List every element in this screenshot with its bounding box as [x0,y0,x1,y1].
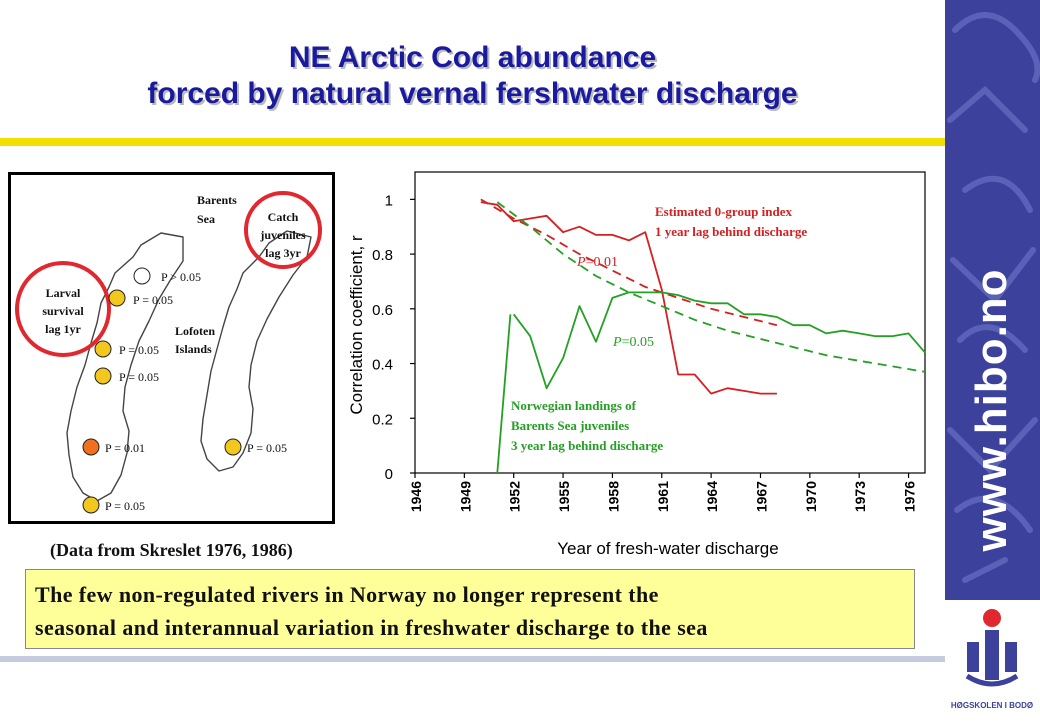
correlation-chart: 0 0.2 0.4 0.6 0.8 1 1946 1949 1952 1955 1958 1961 19… [347,171,926,558]
annotation-red: Estimated 0-group index 1 year lag behin… [655,204,807,239]
station-dot-4 [94,367,112,385]
p-value-green-value: =0.05 [622,335,654,350]
station-label-3: P = 0.05 [119,343,159,357]
x-tick-label: 1967 [753,481,769,512]
barents-label-2: Sea [197,212,215,226]
annotation-green-line-1: Norwegian landings of [511,398,637,413]
map-labels: Barents Sea Lofoten Islands [175,193,237,356]
map-left-coast [66,232,184,502]
title-line-2: forced by natural vernal fershwater disc… [147,77,798,110]
logo-emblem-icon: HØGSKOLEN I BODØ [951,609,1033,710]
x-tick-label: 1976 [902,481,918,512]
y-tick-label: 1 [385,192,393,209]
logo-text: HØGSKOLEN I BODØ [951,701,1033,710]
catch-label-2: juveniles [259,228,306,242]
annotation-green: Norwegian landings of Barents Sea juveni… [511,398,663,453]
series-line-3-rise [496,314,512,474]
x-tick-label: 1952 [507,481,523,512]
p-value-green: P=0.05 [612,335,654,350]
plot-area-border [414,171,926,474]
norway-map: Barents Sea Lofoten Islands Larval survi… [15,191,322,514]
y-axis-label: Correlation coefficient, r [347,235,366,415]
annotation-red-line-1: Estimated 0-group index [655,204,792,219]
y-tick-label: 0.4 [372,357,393,374]
station-dot-5 [82,438,100,456]
x-tick-label: 1970 [803,481,819,512]
page-title: NE Arctic Cod abundance forced by natura… [0,40,945,112]
x-tick-label: 1961 [655,481,671,512]
station-label-6: P = 0.05 [247,441,287,455]
annotation-green-line-3: 3 year lag behind discharge [511,438,663,453]
note-line-1: The few non-regulated rivers in Norway n… [35,582,659,607]
website-url[interactable]: www.hibo.no [967,268,1016,552]
x-tick-label: 1955 [556,481,572,512]
series-line-4 [496,201,926,373]
lofoten-label-1: Lofoten [175,324,215,338]
y-tick-label: 0 [385,466,393,483]
lofoten-label-2: Islands [175,342,212,356]
station-dot-1 [133,267,151,285]
p-value-red-value: =0.01 [586,255,618,270]
chart-frame [414,171,926,474]
annotation-green-line-2: Barents Sea juveniles [511,418,629,433]
station-label-1: P > 0.05 [161,270,201,284]
barents-label-1: Barents [197,193,237,207]
series-line-2 [480,198,778,327]
catch-label-1: Catch [268,210,299,224]
station-dot-2 [108,289,126,307]
catch-juveniles-circle [244,191,322,269]
station-dot-7 [82,496,100,514]
x-tick-label: 1949 [457,481,473,512]
p-value-green-p: P [612,335,622,350]
x-tick-label: 1964 [704,481,720,512]
title-line-1: NE Arctic Cod abundance [288,41,657,74]
stations: P > 0.05 P = 0.05 P = 0.05 P = 0.05 P = … [82,267,287,514]
conclusion-note: The few non-regulated rivers in Norway n… [25,569,915,649]
x-axis-label: Year of fresh-water discharge [557,539,778,558]
x-tick-label: 1973 [852,481,868,512]
series-line-1 [480,201,777,395]
station-label-4: P = 0.05 [119,370,159,384]
data-source-caption: (Data from Skreslet 1976, 1986) [50,540,293,560]
larval-label-1: Larval [46,286,81,300]
larval-label-3: lag 1yr [45,322,81,336]
chart-lines [480,198,926,474]
chart-ticks: 0 0.2 0.4 0.6 0.8 1 1946 1949 1952 1955 1958 1961 19… [372,192,917,512]
x-tick-label: 1958 [605,481,621,512]
station-label-5: P = 0.01 [105,441,145,455]
annotation-red-line-2: 1 year lag behind discharge [655,224,807,239]
map-right-coast [200,230,312,472]
y-tick-label: 0.8 [372,247,393,264]
larval-survival-circle [15,261,111,357]
station-dot-6 [224,438,242,456]
y-tick-label: 0.6 [372,302,393,319]
p-value-red-p: P [576,255,586,270]
norway-map-panel: Barents Sea Lofoten Islands Larval survi… [8,172,335,524]
p-value-red: P=0.01 [576,255,618,270]
footer-band [0,656,945,662]
station-label-7: P = 0.05 [105,499,145,513]
y-tick-label: 0.2 [372,411,393,428]
title-underline-band [0,138,945,146]
larval-label-2: survival [42,304,84,318]
sidebar-pattern [947,12,1040,583]
catch-label-3: lag 3yr [265,246,301,260]
note-line-2: seasonal and interannual variation in fr… [35,615,708,640]
college-logo: HØGSKOLEN I BODØ [945,600,1040,720]
station-dot-3 [94,340,112,358]
series-line-3 [512,291,926,390]
station-label-2: P = 0.05 [133,293,173,307]
x-tick-label: 1946 [408,481,424,512]
